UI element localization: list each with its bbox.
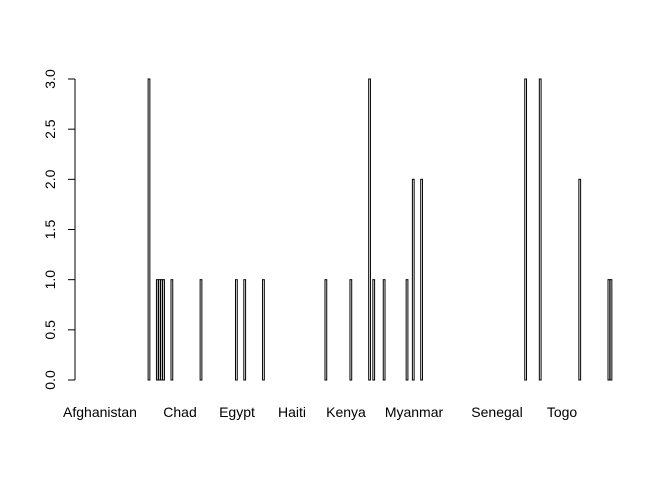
bar bbox=[607, 279, 611, 381]
bar bbox=[372, 279, 376, 381]
bar bbox=[420, 178, 423, 381]
bar bbox=[147, 78, 151, 381]
bar bbox=[162, 279, 165, 381]
y-tick-label: 0.0 bbox=[42, 370, 58, 390]
x-tick-label: Togo bbox=[547, 404, 578, 420]
y-tick-label: 0.5 bbox=[42, 320, 58, 340]
bars bbox=[147, 78, 613, 381]
x-tick-label: Kenya bbox=[326, 404, 366, 420]
bar bbox=[158, 279, 161, 381]
bar bbox=[155, 279, 159, 381]
bar bbox=[349, 279, 353, 381]
x-tick-label: Egypt bbox=[219, 404, 255, 420]
bar bbox=[324, 279, 328, 381]
bar bbox=[524, 78, 528, 381]
x-axis-labels: Afghanistan Chad Egypt Haiti Kenya Myanmar Sen… bbox=[63, 404, 577, 420]
y-tick-label: 2.0 bbox=[42, 169, 58, 189]
bar bbox=[199, 279, 203, 381]
bar bbox=[235, 279, 238, 381]
bar bbox=[160, 279, 163, 381]
y-tick-label: 2.5 bbox=[42, 119, 58, 139]
x-tick-label: Chad bbox=[163, 404, 196, 420]
bar bbox=[578, 178, 582, 381]
x-tick-label: Myanmar bbox=[385, 404, 444, 420]
bar bbox=[382, 279, 386, 381]
bar bbox=[411, 178, 415, 381]
bar bbox=[262, 279, 265, 381]
y-tick-label: 3.0 bbox=[42, 69, 58, 89]
x-tick-label: Afghanistan bbox=[63, 404, 137, 420]
bar bbox=[170, 279, 174, 381]
y-axis: 0.0 0.5 1.0 1.5 2.0 2.5 3.0 bbox=[42, 69, 76, 390]
x-tick-label: Haiti bbox=[278, 404, 306, 420]
bar bbox=[538, 78, 542, 381]
y-tick-label: 1.5 bbox=[42, 220, 58, 240]
bar bbox=[405, 279, 409, 381]
x-tick-label: Senegal bbox=[471, 404, 522, 420]
y-tick-label: 1.0 bbox=[42, 270, 58, 290]
bar bbox=[243, 279, 247, 381]
bar bbox=[609, 279, 613, 381]
bar bbox=[368, 78, 371, 381]
